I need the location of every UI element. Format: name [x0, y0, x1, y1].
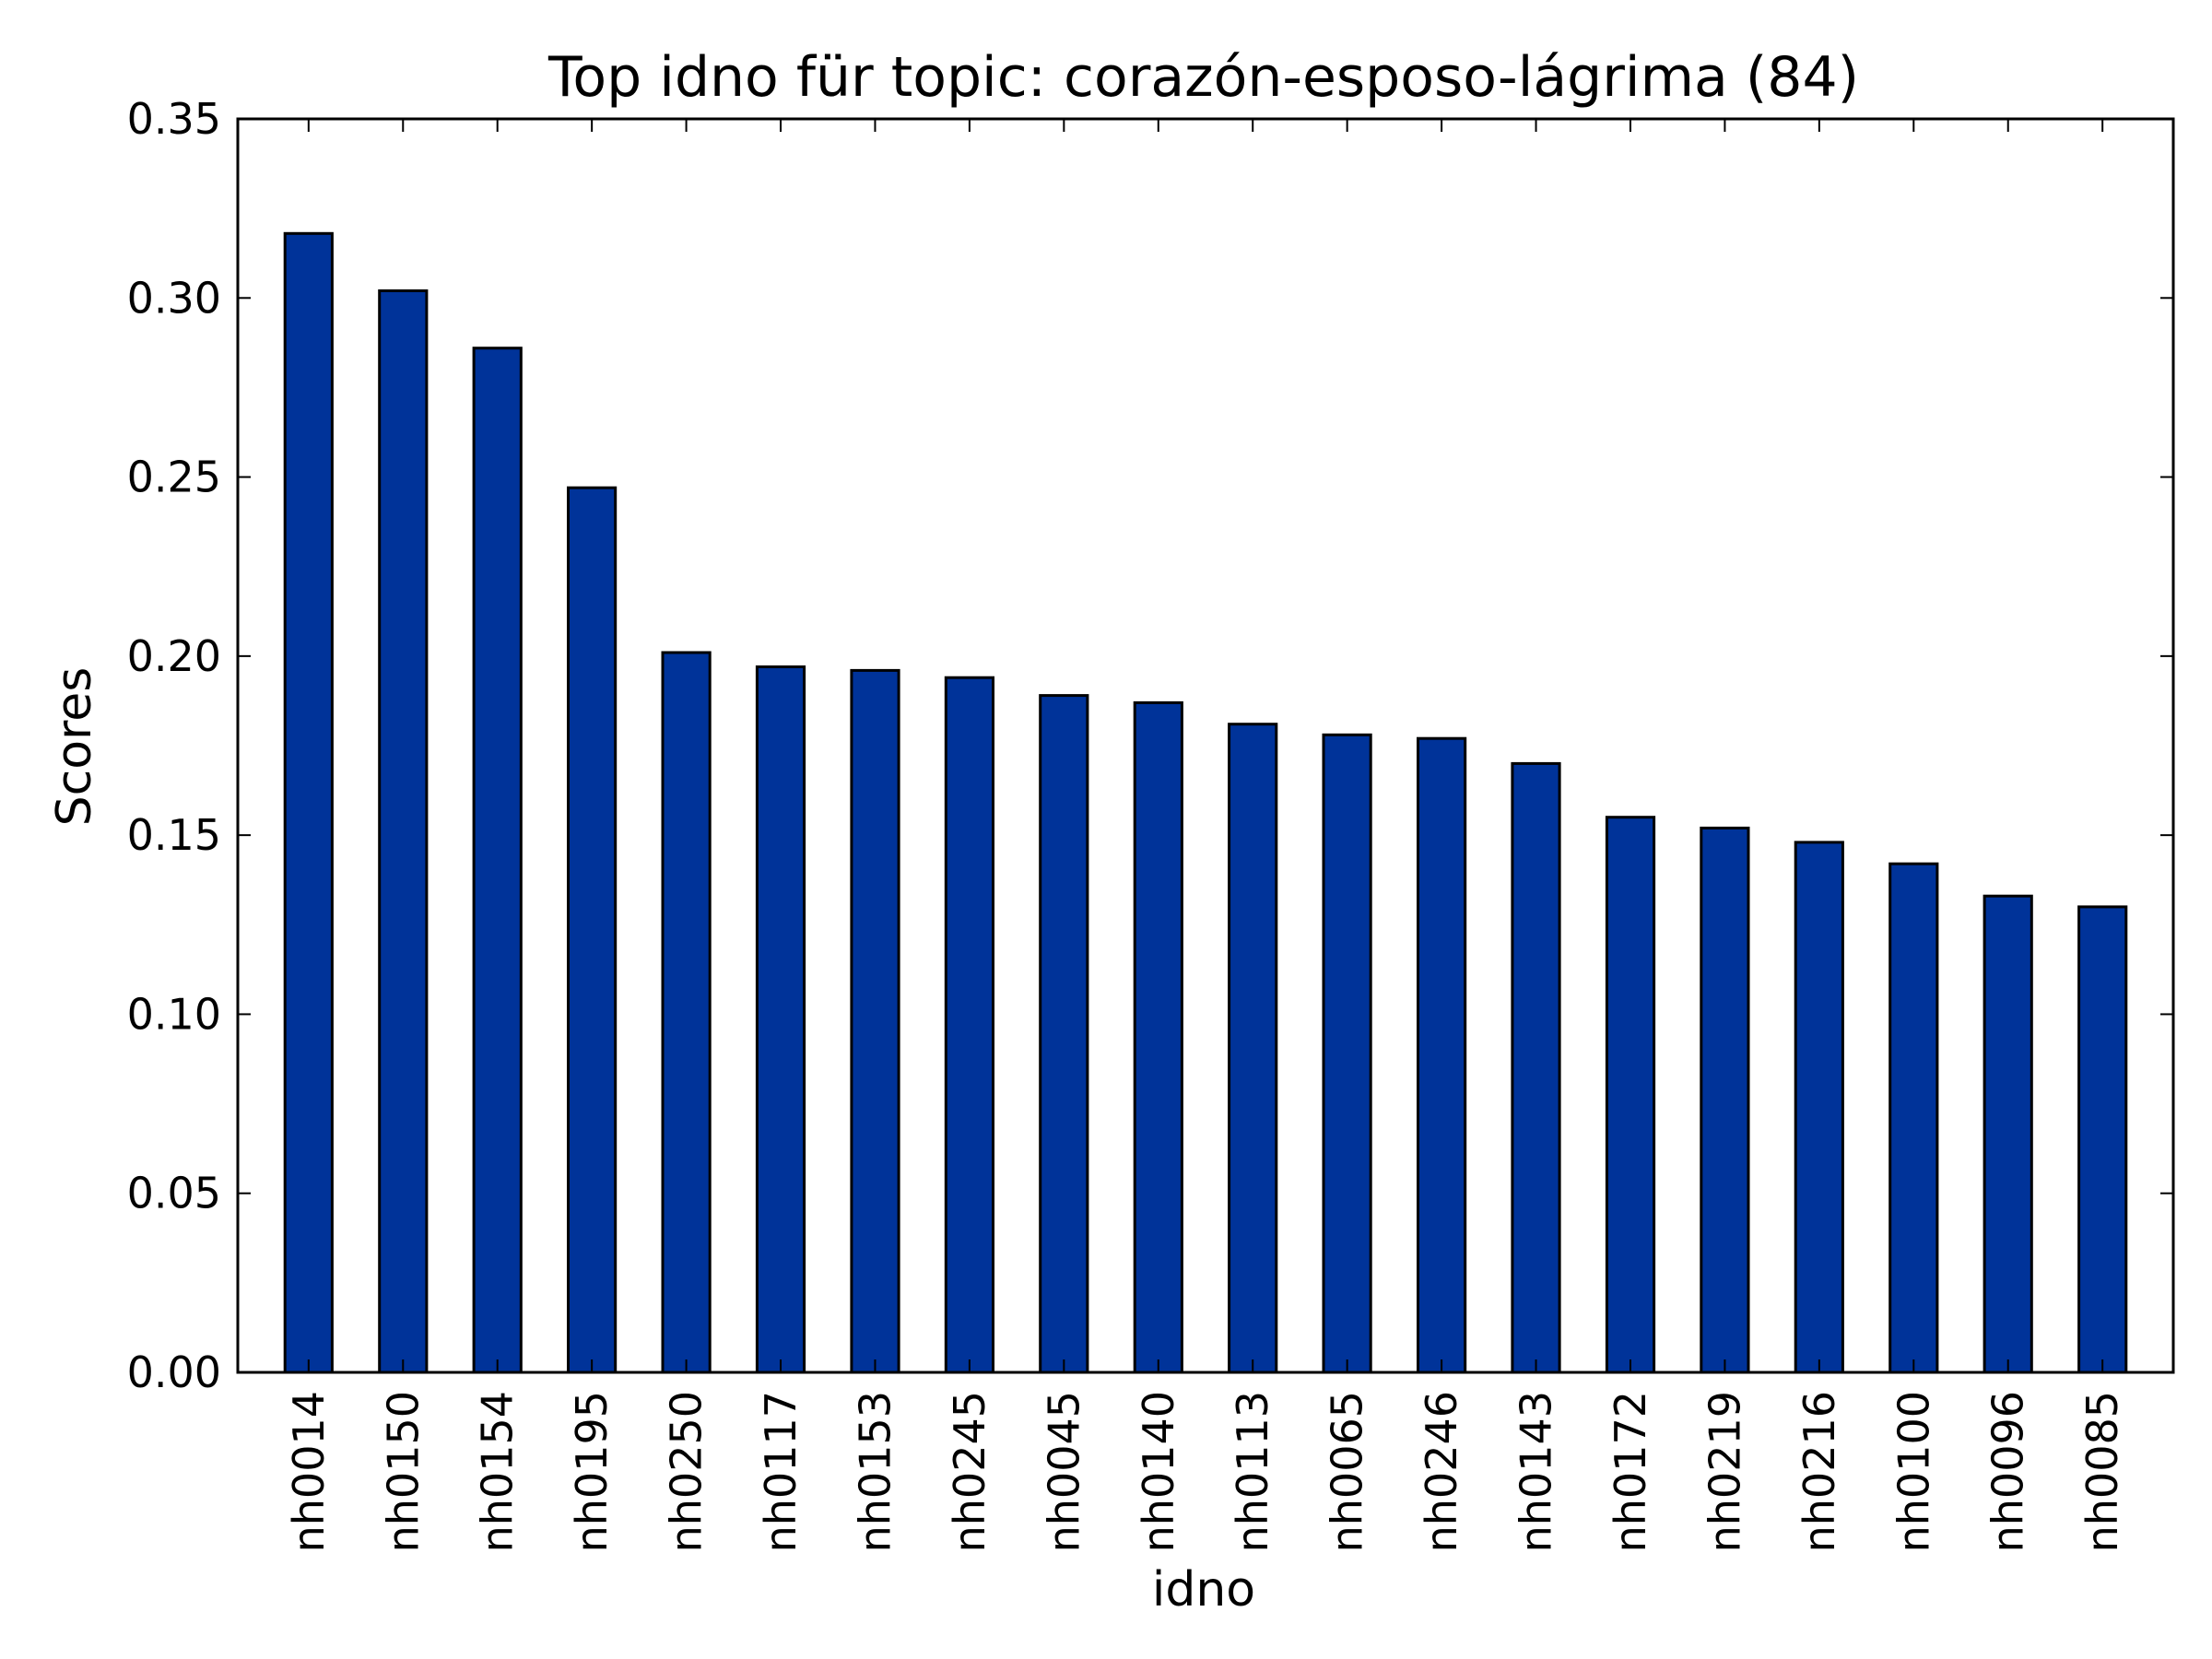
bar-nh0195	[567, 486, 618, 1374]
bar-nh0143	[1511, 761, 1561, 1374]
bar-nh0117	[755, 665, 806, 1374]
x-tick-label-nh0045: nh0045	[1039, 1391, 1088, 1552]
bar-nh0219	[1700, 826, 1750, 1374]
x-axis-label: idno	[1152, 1562, 1255, 1618]
x-tick-label-nh0096: nh0096	[1983, 1391, 2033, 1552]
bar-nh0172	[1605, 816, 1656, 1374]
y-axis-label: Scores	[47, 667, 102, 827]
x-tick-label-nh0153: nh0153	[851, 1391, 900, 1552]
bar-nh0150	[378, 289, 429, 1374]
bars-group	[283, 231, 2128, 1374]
x-tick-label-nh0014: nh0014	[284, 1391, 334, 1552]
y-tick-label-0.30: 0.30	[127, 273, 221, 323]
y-tick-label-0.25: 0.25	[127, 453, 221, 502]
x-tick-label-nh0143: nh0143	[1512, 1391, 1561, 1552]
y-tick-label-0.20: 0.20	[127, 631, 221, 681]
bar-nh0245	[944, 676, 995, 1374]
x-tick-label-nh0195: nh0195	[567, 1391, 617, 1552]
bar-nh0100	[1888, 862, 1939, 1374]
x-tick-label-nh0250: nh0250	[662, 1391, 712, 1552]
y-tick-label-0.10: 0.10	[127, 989, 221, 1039]
plot-frame	[236, 117, 2175, 1374]
x-tick-label-nh0150: nh0150	[378, 1391, 428, 1552]
bar-nh0153	[850, 668, 900, 1374]
x-tick-label-nh0245: nh0245	[945, 1391, 994, 1552]
bar-nh0096	[1983, 894, 2033, 1374]
bar-nh0246	[1417, 736, 1467, 1374]
x-tick-label-nh0219: nh0219	[1700, 1391, 1749, 1552]
x-tick-label-nh0065: nh0065	[1323, 1391, 1372, 1552]
y-tick-label-0.00: 0.00	[127, 1347, 221, 1397]
x-tick-label-nh0216: nh0216	[1794, 1391, 1844, 1552]
bar-nh0140	[1133, 700, 1183, 1374]
bar-nh0085	[2077, 905, 2128, 1374]
bar-nh0154	[472, 347, 523, 1374]
chart-title: Top idno für topic: corazón-esposo-lágri…	[547, 45, 1859, 110]
bar-nh0250	[661, 651, 712, 1374]
bar-nh0216	[1794, 841, 1844, 1374]
x-tick-label-nh0117: nh0117	[756, 1391, 806, 1552]
x-tick-label-nh0140: nh0140	[1134, 1391, 1183, 1552]
x-tick-label-nh0100: nh0100	[1888, 1391, 1938, 1552]
x-tick-label-nh0172: nh0172	[1606, 1391, 1655, 1552]
y-tick-label-0.05: 0.05	[127, 1169, 221, 1218]
x-tick-label-nh0113: nh0113	[1228, 1391, 1277, 1552]
bar-nh0045	[1039, 694, 1089, 1374]
x-tick-label-nh0246: nh0246	[1417, 1391, 1466, 1552]
bar-nh0065	[1322, 733, 1372, 1374]
ticks-group: nh0014 nh0150 nh0154 nh0195 nh0250 nh0117 nh01…	[127, 94, 2173, 1552]
y-tick-label-0.15: 0.15	[127, 810, 221, 860]
x-tick-label-nh0154: nh0154	[473, 1391, 523, 1552]
bar-nh0014	[283, 231, 334, 1374]
y-tick-label-0.35: 0.35	[127, 94, 221, 144]
bar-nh0113	[1228, 723, 1278, 1374]
x-tick-label-nh0085: nh0085	[2077, 1391, 2127, 1552]
